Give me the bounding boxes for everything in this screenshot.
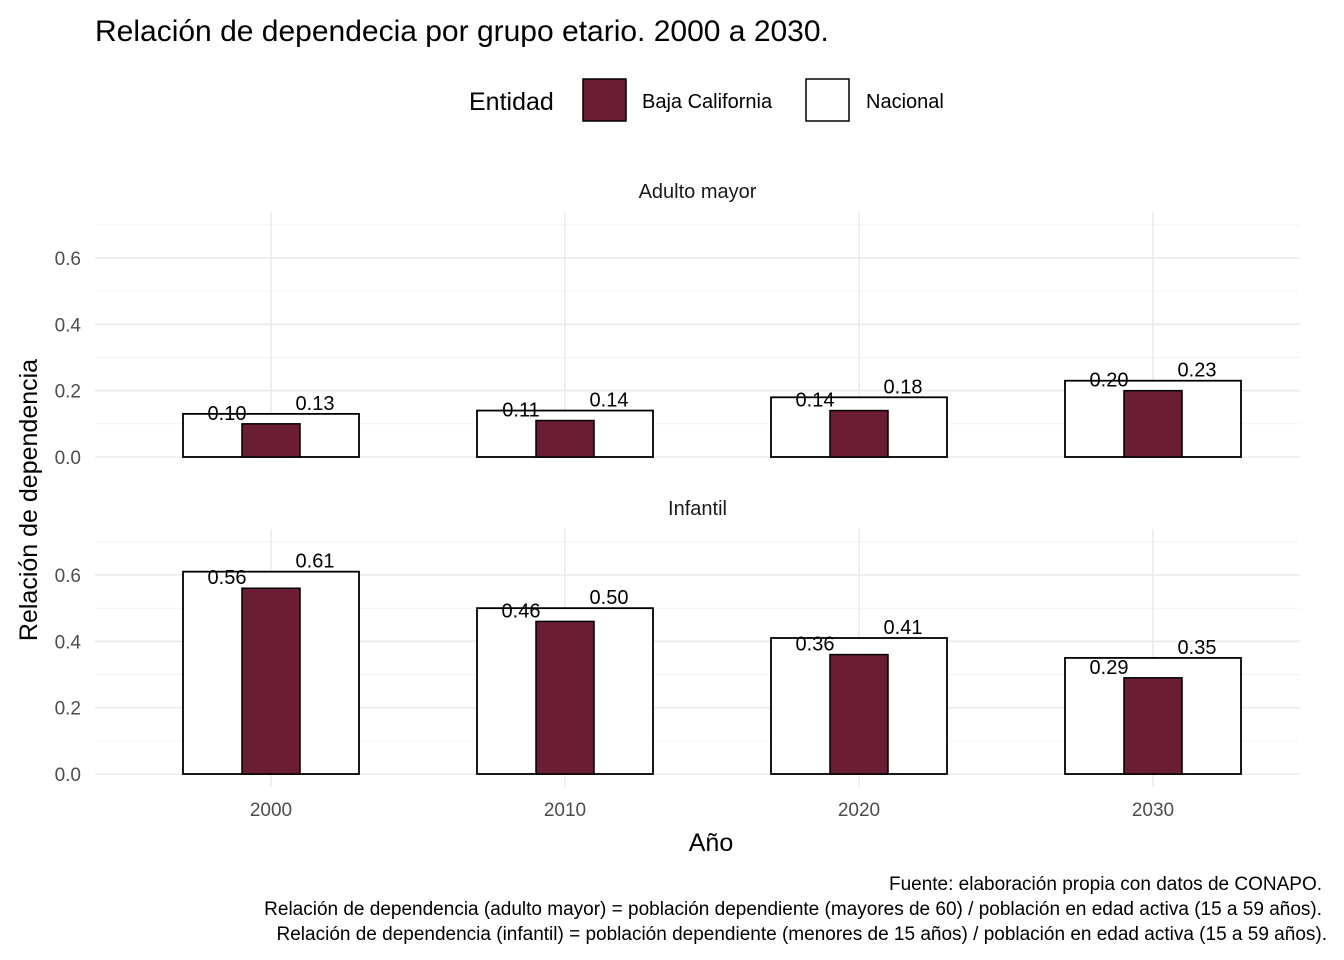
bar-baja-california-2010 [535, 419, 595, 458]
legend-title: Entidad [469, 88, 554, 116]
bar-baja-california-2000 [241, 423, 301, 458]
caption-note-infantil: Relación de dependencia (infantil) = pob… [277, 924, 1327, 945]
facet-strip-label: Infantil [668, 498, 727, 520]
caption: Fuente: elaboración propia con datos de … [264, 874, 1327, 945]
bar-baja-california-2010 [535, 620, 595, 775]
x-tick-label-2000: 2000 [250, 800, 292, 821]
data-label-nacional-2020: 0.18 [884, 376, 923, 398]
data-label-baja-california-2010: 0.46 [502, 600, 541, 622]
bar-baja-california-2020 [829, 653, 889, 775]
y-tick-label: 0.4 [55, 315, 82, 336]
data-label-nacional-2010: 0.14 [590, 390, 629, 412]
legend: Entidad Baja California Nacional [469, 78, 944, 122]
y-tick-label: 0.4 [55, 632, 82, 653]
bar-baja-california-2020 [829, 409, 889, 458]
facet-strip-label: Adulto mayor [639, 181, 757, 203]
y-tick-label: 0.6 [55, 249, 81, 270]
data-label-baja-california-2000: 0.10 [208, 403, 247, 425]
data-label-baja-california-2010: 0.11 [502, 400, 539, 422]
y-tick-label: 0.2 [55, 699, 81, 720]
data-label-nacional-2000: 0.61 [296, 551, 335, 573]
facet-panels: Adulto mayor 0.0 0.2 0.4 0.6 0.13 0.10 0.14 0.11… [55, 181, 1300, 786]
data-label-nacional-2030: 0.23 [1178, 360, 1217, 382]
data-label-nacional-2020: 0.41 [884, 617, 923, 639]
y-tick-label: 0.6 [55, 566, 81, 587]
data-label-baja-california-2020: 0.36 [796, 634, 835, 656]
x-tick-label-2020: 2020 [838, 800, 880, 821]
x-axis-title: Año [689, 829, 733, 857]
data-label-nacional-2010: 0.50 [590, 587, 629, 609]
y-tick-label: 0.0 [55, 448, 81, 469]
y-tick-label: 0.0 [55, 765, 81, 786]
facet-infantil: Infantil 0.0 0.2 0.4 0.6 0.61 0.56 0.50 0.46 0.41… [55, 498, 1300, 786]
caption-note-adulto-mayor: Relación de dependencia (adulto mayor) =… [264, 899, 1322, 920]
bar-baja-california-2000 [241, 587, 301, 775]
bar-baja-california-2030 [1123, 389, 1183, 458]
legend-label-nacional: Nacional [866, 91, 944, 113]
x-tick-label-2010: 2010 [544, 800, 586, 821]
data-label-baja-california-2030: 0.29 [1090, 657, 1129, 679]
x-axis: 2000 2010 2020 2030 [250, 775, 1174, 821]
data-label-baja-california-2030: 0.20 [1090, 370, 1129, 392]
caption-source: Fuente: elaboración propia con datos de … [889, 874, 1322, 895]
data-label-nacional-2000: 0.13 [296, 393, 335, 415]
y-axis-title: Relación de dependencia [15, 359, 43, 641]
facet-adulto-mayor: Adulto mayor 0.0 0.2 0.4 0.6 0.13 0.10 0.14 0.11… [55, 181, 1300, 469]
bar-baja-california-2030 [1123, 677, 1183, 775]
legend-label-baja-california: Baja California [642, 91, 773, 113]
data-label-nacional-2030: 0.35 [1178, 637, 1217, 659]
legend-swatch-nacional [805, 78, 850, 122]
data-label-baja-california-2000: 0.56 [208, 567, 247, 589]
y-tick-label: 0.2 [55, 382, 81, 403]
chart-title: Relación de dependecia por grupo etario.… [95, 15, 829, 48]
legend-swatch-baja-california [582, 78, 627, 122]
x-tick-label-2030: 2030 [1132, 800, 1174, 821]
data-label-baja-california-2020: 0.14 [796, 390, 835, 412]
